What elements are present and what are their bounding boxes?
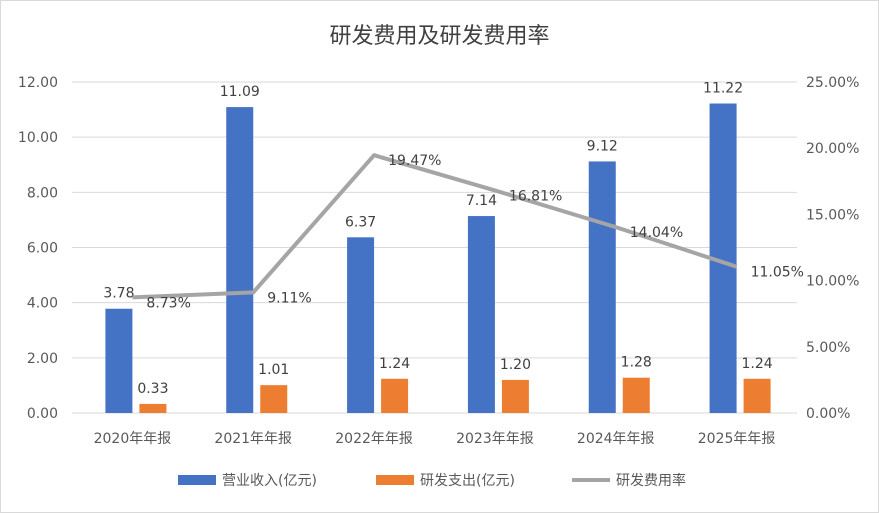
rd-rate-data-label: 16.81% [509, 188, 562, 204]
revenue-data-label: 7.14 [466, 193, 497, 209]
legend-swatch [178, 475, 216, 485]
rd-expense-bar [743, 378, 771, 413]
rd-expense-bar [139, 403, 167, 413]
x-tick-label: 2025年年报 [698, 431, 776, 447]
rd-expense-data-label: 1.28 [621, 355, 652, 371]
y-left-tick-label: 10.00 [18, 130, 58, 146]
legend-label: 研发支出(亿元) [420, 473, 515, 489]
y-right-tick-label: 25.00% [806, 75, 859, 91]
x-tick-label: 2023年年报 [456, 431, 534, 447]
rd-rate-data-label: 9.11% [267, 290, 311, 306]
legend-swatch [376, 475, 414, 485]
y-right-tick-label: 5.00% [806, 340, 850, 356]
rd-expense-data-label: 1.24 [379, 356, 410, 372]
rd-expense-bar [622, 377, 650, 413]
y-right-tick-label: 15.00% [806, 207, 859, 223]
y-left-tick-label: 0.00 [27, 406, 58, 422]
rd-expense-data-label: 1.24 [741, 356, 772, 372]
revenue-data-label: 11.22 [703, 81, 743, 97]
rd-rate-line [132, 153, 738, 300]
legend-label: 营业收入(亿元) [222, 473, 317, 489]
x-tick-label: 2020年年报 [94, 431, 172, 447]
revenue-data-label: 9.12 [587, 138, 618, 154]
y-left-tick-label: 8.00 [27, 185, 58, 201]
rd-expense-data-label: 1.01 [258, 362, 289, 378]
legend-label: 研发费用率 [616, 472, 686, 489]
rd-expense-data-label: 1.20 [500, 357, 531, 373]
y-right-tick-label: 20.00% [806, 141, 859, 157]
revenue-data-label: 3.78 [103, 286, 134, 302]
x-tick-label: 2022年年报 [335, 431, 413, 447]
revenue-bar [226, 107, 254, 413]
y-right-tick-label: 0.00% [806, 406, 850, 422]
rd-expense-bar [501, 379, 529, 413]
y-right-tick-label: 10.00% [806, 274, 859, 290]
y-left-tick-label: 12.00 [18, 75, 58, 91]
rd-rate-data-label: 19.47% [388, 153, 441, 169]
rd-rate-data-label: 14.04% [630, 225, 683, 241]
x-tick-label: 2024年年报 [577, 431, 655, 447]
rd-rate-data-label: 11.05% [751, 265, 804, 281]
revenue-bar [105, 308, 133, 413]
y-left-tick-label: 2.00 [27, 351, 58, 367]
y-left-tick-label: 6.00 [27, 241, 58, 257]
x-tick-label: 2021年年报 [214, 431, 292, 447]
rd-expense-bar [260, 385, 288, 413]
rd-expense-bar [381, 378, 409, 413]
revenue-bar [467, 216, 495, 413]
revenue-bar [588, 161, 616, 413]
revenue-data-label: 6.37 [345, 214, 376, 230]
revenue-bar [347, 237, 375, 413]
chart-title: 研发费用及研发费用率 [329, 24, 550, 49]
revenue-data-label: 11.09 [220, 84, 260, 100]
y-left-tick-label: 4.00 [27, 296, 58, 312]
rd-rate-data-label: 8.73% [146, 295, 190, 311]
rd-expense-data-label: 0.33 [137, 381, 168, 397]
